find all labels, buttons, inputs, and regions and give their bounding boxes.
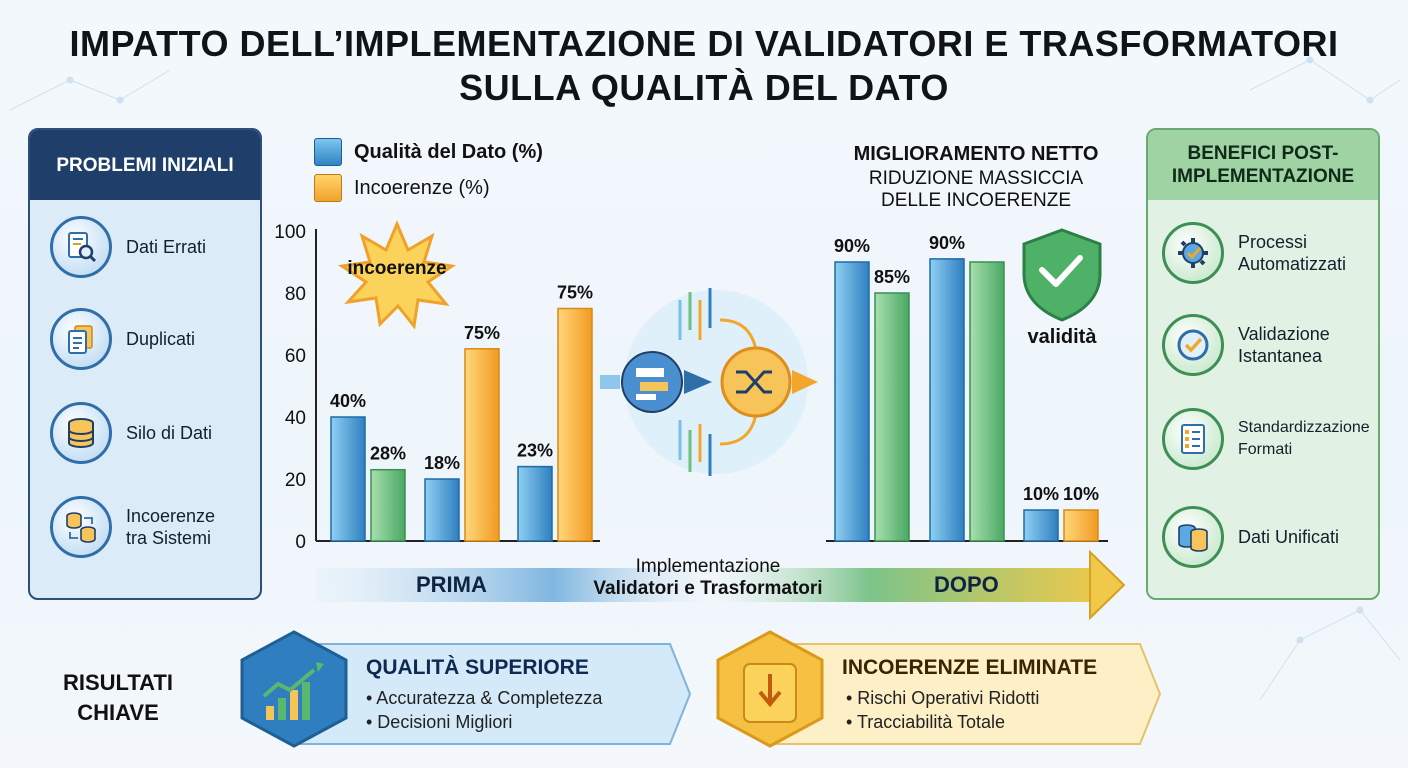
shield-label: validità — [1027, 326, 1097, 348]
bar-value-label: 85% — [874, 267, 910, 287]
growth-chart-icon — [262, 662, 324, 720]
shield-check-icon — [1022, 228, 1102, 322]
legend-item-quality: Qualità del Dato (%) — [314, 138, 543, 166]
y-tick-label: 0 — [295, 532, 306, 553]
initial-problems-panel: PROBLEMI INIZIALI Dati Errati Duplicati … — [28, 128, 262, 600]
inconsistency-burst — [337, 220, 457, 330]
implementation-label: Implementazione Validatori e Trasformato… — [558, 556, 858, 600]
y-tick-label: 80 — [285, 284, 306, 305]
implementation-line-1: Implementazione — [635, 556, 781, 577]
post-implementation-benefits-panel: BENEFICI POST-IMPLEMENTAZIONE Processi A… — [1146, 128, 1380, 600]
benefit-item-unified-data: Dati Unificati — [1148, 502, 1378, 572]
check-circle-icon — [1162, 314, 1224, 376]
bar-blue — [424, 478, 460, 542]
problem-label: Incoerenze tra Sistemi — [126, 506, 216, 548]
bar-value-label: 10% — [1023, 484, 1059, 504]
bar-value-label: 75% — [557, 283, 593, 303]
legend-label-inconsistencies: Incoerenze (%) — [354, 176, 490, 199]
document-search-icon — [50, 216, 112, 278]
y-tick-label: 20 — [285, 470, 306, 491]
legend-swatch-quality — [314, 138, 342, 166]
result-inconsistency-bullet-2: • Tracciabilità Totale — [846, 712, 1006, 732]
bar-blue — [517, 465, 553, 542]
bar-orange — [1063, 509, 1099, 542]
benefit-label: Standardizzazione Formati — [1238, 419, 1370, 458]
database-sync-icon — [50, 496, 112, 558]
phase-after-label: DOPO — [934, 572, 999, 597]
implementation-line-2: Validatori e Trasformatori — [593, 578, 823, 599]
initial-problems-title: PROBLEMI INIZIALI — [30, 130, 260, 200]
bar-blue — [330, 416, 366, 542]
bar-value-label: 90% — [834, 236, 870, 256]
problem-item-data-silo: Silo di Dati — [30, 398, 260, 468]
page-title: IMPATTO DELL’IMPLEMENTAZIONE DI VALIDATO… — [0, 22, 1408, 110]
phase-before-label: PRIMA — [416, 572, 487, 597]
benefit-label: Validazione Istantanea — [1238, 324, 1330, 366]
bar-value-label: 10% — [1063, 484, 1099, 504]
bar-value-label: 18% — [424, 453, 460, 473]
benefit-label: Dati Unificati — [1238, 527, 1340, 547]
bar-blue — [929, 258, 965, 542]
benefit-item-format-standardization: Standardizzazione Formati — [1148, 404, 1378, 474]
improvement-title: MIGLIORAMENTO NETTO — [853, 143, 1099, 165]
result-quality-title: QUALITÀ SUPERIORE — [366, 656, 589, 679]
improvement-heading: MIGLIORAMENTO NETTO RIDUZIONE MASSICCIA … — [826, 142, 1126, 212]
benefits-title: BENEFICI POST-IMPLEMENTAZIONE — [1148, 130, 1378, 200]
database-icon — [50, 402, 112, 464]
problem-item-inconsistent-systems: Incoerenze tra Sistemi — [30, 492, 260, 562]
bar-orange — [464, 348, 500, 542]
transformation-diagram — [600, 288, 818, 476]
key-results-title: RISULTATI CHIAVE — [63, 670, 173, 725]
down-arrow-icon — [743, 663, 797, 723]
bar-green — [874, 292, 910, 542]
y-tick-label: 60 — [285, 346, 306, 367]
gear-check-icon — [1162, 222, 1224, 284]
legend-label-quality: Qualità del Dato (%) — [354, 140, 543, 163]
checklist-icon — [1162, 408, 1224, 470]
result-inconsistency-bullet-1: • Rischi Operativi Ridotti — [846, 688, 1040, 708]
problem-item-wrong-data: Dati Errati — [30, 212, 260, 282]
bar-value-label: 40% — [330, 391, 366, 411]
legend-swatch-inconsistencies — [314, 174, 342, 202]
result-inconsistency-title: INCOERENZE ELIMINATE — [842, 656, 1098, 679]
problem-item-duplicates: Duplicati — [30, 304, 260, 374]
y-tick-label: 100 — [274, 222, 306, 243]
burst-label: incoerenze — [347, 258, 447, 279]
benefit-item-instant-validation: Validazione Istantanea — [1148, 310, 1378, 380]
bar-blue — [834, 261, 870, 542]
bar-value-label: 75% — [464, 323, 500, 343]
y-tick-label: 40 — [285, 408, 306, 429]
bar-orange — [557, 307, 593, 542]
result-quality-bullet-2: • Decisioni Migliori — [366, 712, 513, 732]
phase-timeline-arrow — [316, 549, 1126, 621]
bar-blue — [1023, 509, 1059, 542]
problem-label: Dati Errati — [126, 237, 207, 257]
legend-item-inconsistencies: Incoerenze (%) — [314, 174, 490, 202]
bar-value-label: 23% — [517, 441, 553, 461]
bar-green — [370, 468, 406, 542]
title-line-2: SULLA QUALITÀ DEL DATO — [459, 67, 949, 108]
bar-green — [969, 261, 1005, 542]
title-line-1: IMPATTO DELL’IMPLEMENTAZIONE DI VALIDATO… — [69, 23, 1339, 64]
benefit-item-automated: Processi Automatizzati — [1148, 218, 1378, 288]
bar-value-label: 28% — [370, 444, 406, 464]
benefit-label: Processi Automatizzati — [1238, 232, 1347, 274]
problem-label: Silo di Dati — [126, 423, 213, 443]
duplicate-documents-icon — [50, 308, 112, 370]
bar-value-label: 90% — [929, 233, 965, 253]
problem-label: Duplicati — [126, 329, 196, 349]
database-unified-icon — [1162, 506, 1224, 568]
improvement-subtitle: RIDUZIONE MASSICCIA DELLE INCOERENZE — [868, 168, 1084, 211]
result-quality-bullet-1: • Accuratezza & Completezza — [366, 688, 603, 708]
